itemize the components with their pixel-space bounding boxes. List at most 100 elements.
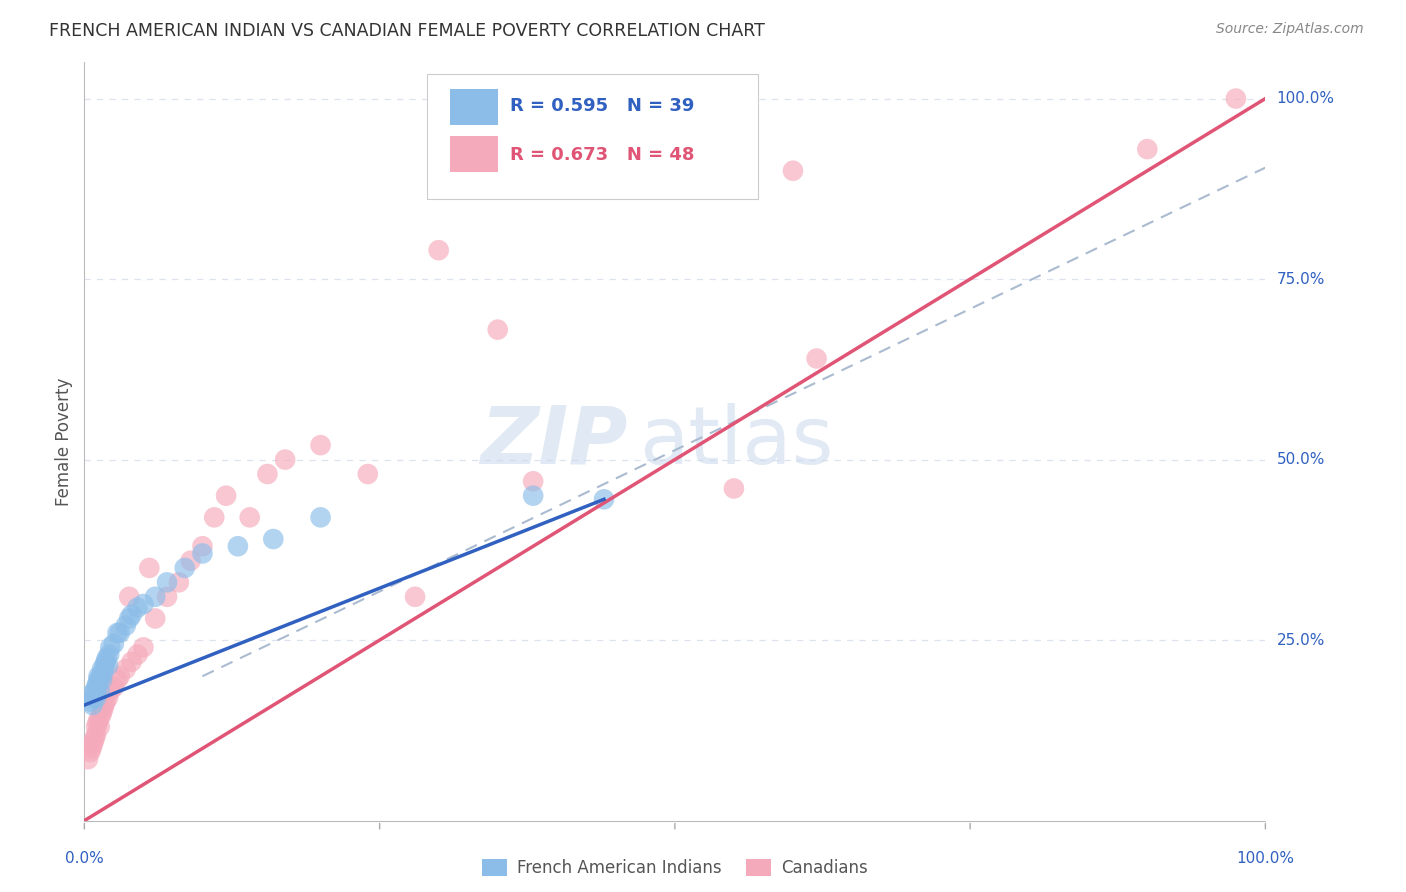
Point [309,510,332,524]
Point [427,243,450,257]
Point [274,452,297,467]
Y-axis label: Female Poverty: Female Poverty [55,377,73,506]
Point [121,655,143,669]
Point [96,651,118,665]
Point [87,669,110,683]
Point [127,648,149,662]
Point [97,658,120,673]
Point [156,590,179,604]
Point [593,492,616,507]
Point [180,554,202,568]
Point [226,539,249,553]
Text: 0.0%: 0.0% [65,851,104,866]
Text: R = 0.673   N = 48: R = 0.673 N = 48 [509,146,695,164]
Point [132,640,155,655]
Point [262,532,284,546]
Text: R = 0.595   N = 39: R = 0.595 N = 39 [509,97,695,115]
Point [114,618,136,632]
Point [103,637,125,651]
Point [87,673,110,687]
Point [86,716,108,731]
Point [94,694,117,708]
Legend: French American Indians, Canadians: French American Indians, Canadians [482,859,868,877]
Point [97,690,120,705]
Point [93,698,115,712]
Point [82,738,104,752]
Text: 50.0%: 50.0% [1277,452,1324,467]
Point [522,489,544,503]
Point [94,655,117,669]
Point [167,575,190,590]
FancyBboxPatch shape [450,136,498,172]
Point [723,482,745,496]
Point [84,687,107,701]
Point [86,676,108,690]
Point [80,741,103,756]
Point [107,626,129,640]
Point [98,648,121,662]
Point [84,731,107,745]
Point [522,475,544,489]
Point [87,713,110,727]
Point [83,690,105,705]
Point [173,561,195,575]
Point [215,489,238,503]
Point [89,683,111,698]
Point [84,727,107,741]
Point [77,752,100,766]
Point [82,698,104,712]
FancyBboxPatch shape [427,74,758,199]
Point [156,575,179,590]
Point [1136,142,1159,156]
Point [1225,91,1247,105]
Text: atlas: atlas [640,402,834,481]
FancyBboxPatch shape [450,89,498,126]
Point [191,546,214,560]
Point [256,467,278,481]
Text: ZIP: ZIP [481,402,627,481]
Point [84,720,107,734]
Point [84,683,107,698]
Point [114,662,136,676]
Point [79,694,101,708]
Point [84,680,107,694]
Point [404,590,426,604]
Point [89,720,111,734]
Point [93,658,115,673]
Text: 100.0%: 100.0% [1236,851,1295,866]
Point [91,665,114,680]
Point [239,510,262,524]
Point [98,640,121,655]
Point [132,597,155,611]
Text: 75.0%: 75.0% [1277,271,1324,286]
Point [91,673,114,687]
Point [806,351,828,366]
Point [118,590,141,604]
Point [80,687,103,701]
Point [91,706,114,720]
Point [91,702,114,716]
Point [309,438,332,452]
Text: 100.0%: 100.0% [1277,91,1334,106]
Point [108,626,131,640]
Point [143,611,166,625]
Point [143,590,166,604]
Point [782,163,804,178]
Point [103,680,125,694]
Point [121,607,143,622]
Point [90,709,112,723]
Point [191,539,214,553]
Point [90,669,112,683]
Point [127,600,149,615]
Point [357,467,380,481]
Point [108,669,131,683]
Point [84,690,107,705]
Point [202,510,225,524]
Point [79,745,101,759]
Point [83,734,105,748]
Point [118,611,141,625]
Text: Source: ZipAtlas.com: Source: ZipAtlas.com [1216,22,1364,37]
Text: FRENCH AMERICAN INDIAN VS CANADIAN FEMALE POVERTY CORRELATION CHART: FRENCH AMERICAN INDIAN VS CANADIAN FEMAL… [49,22,765,40]
Point [98,683,121,698]
Point [138,561,160,575]
